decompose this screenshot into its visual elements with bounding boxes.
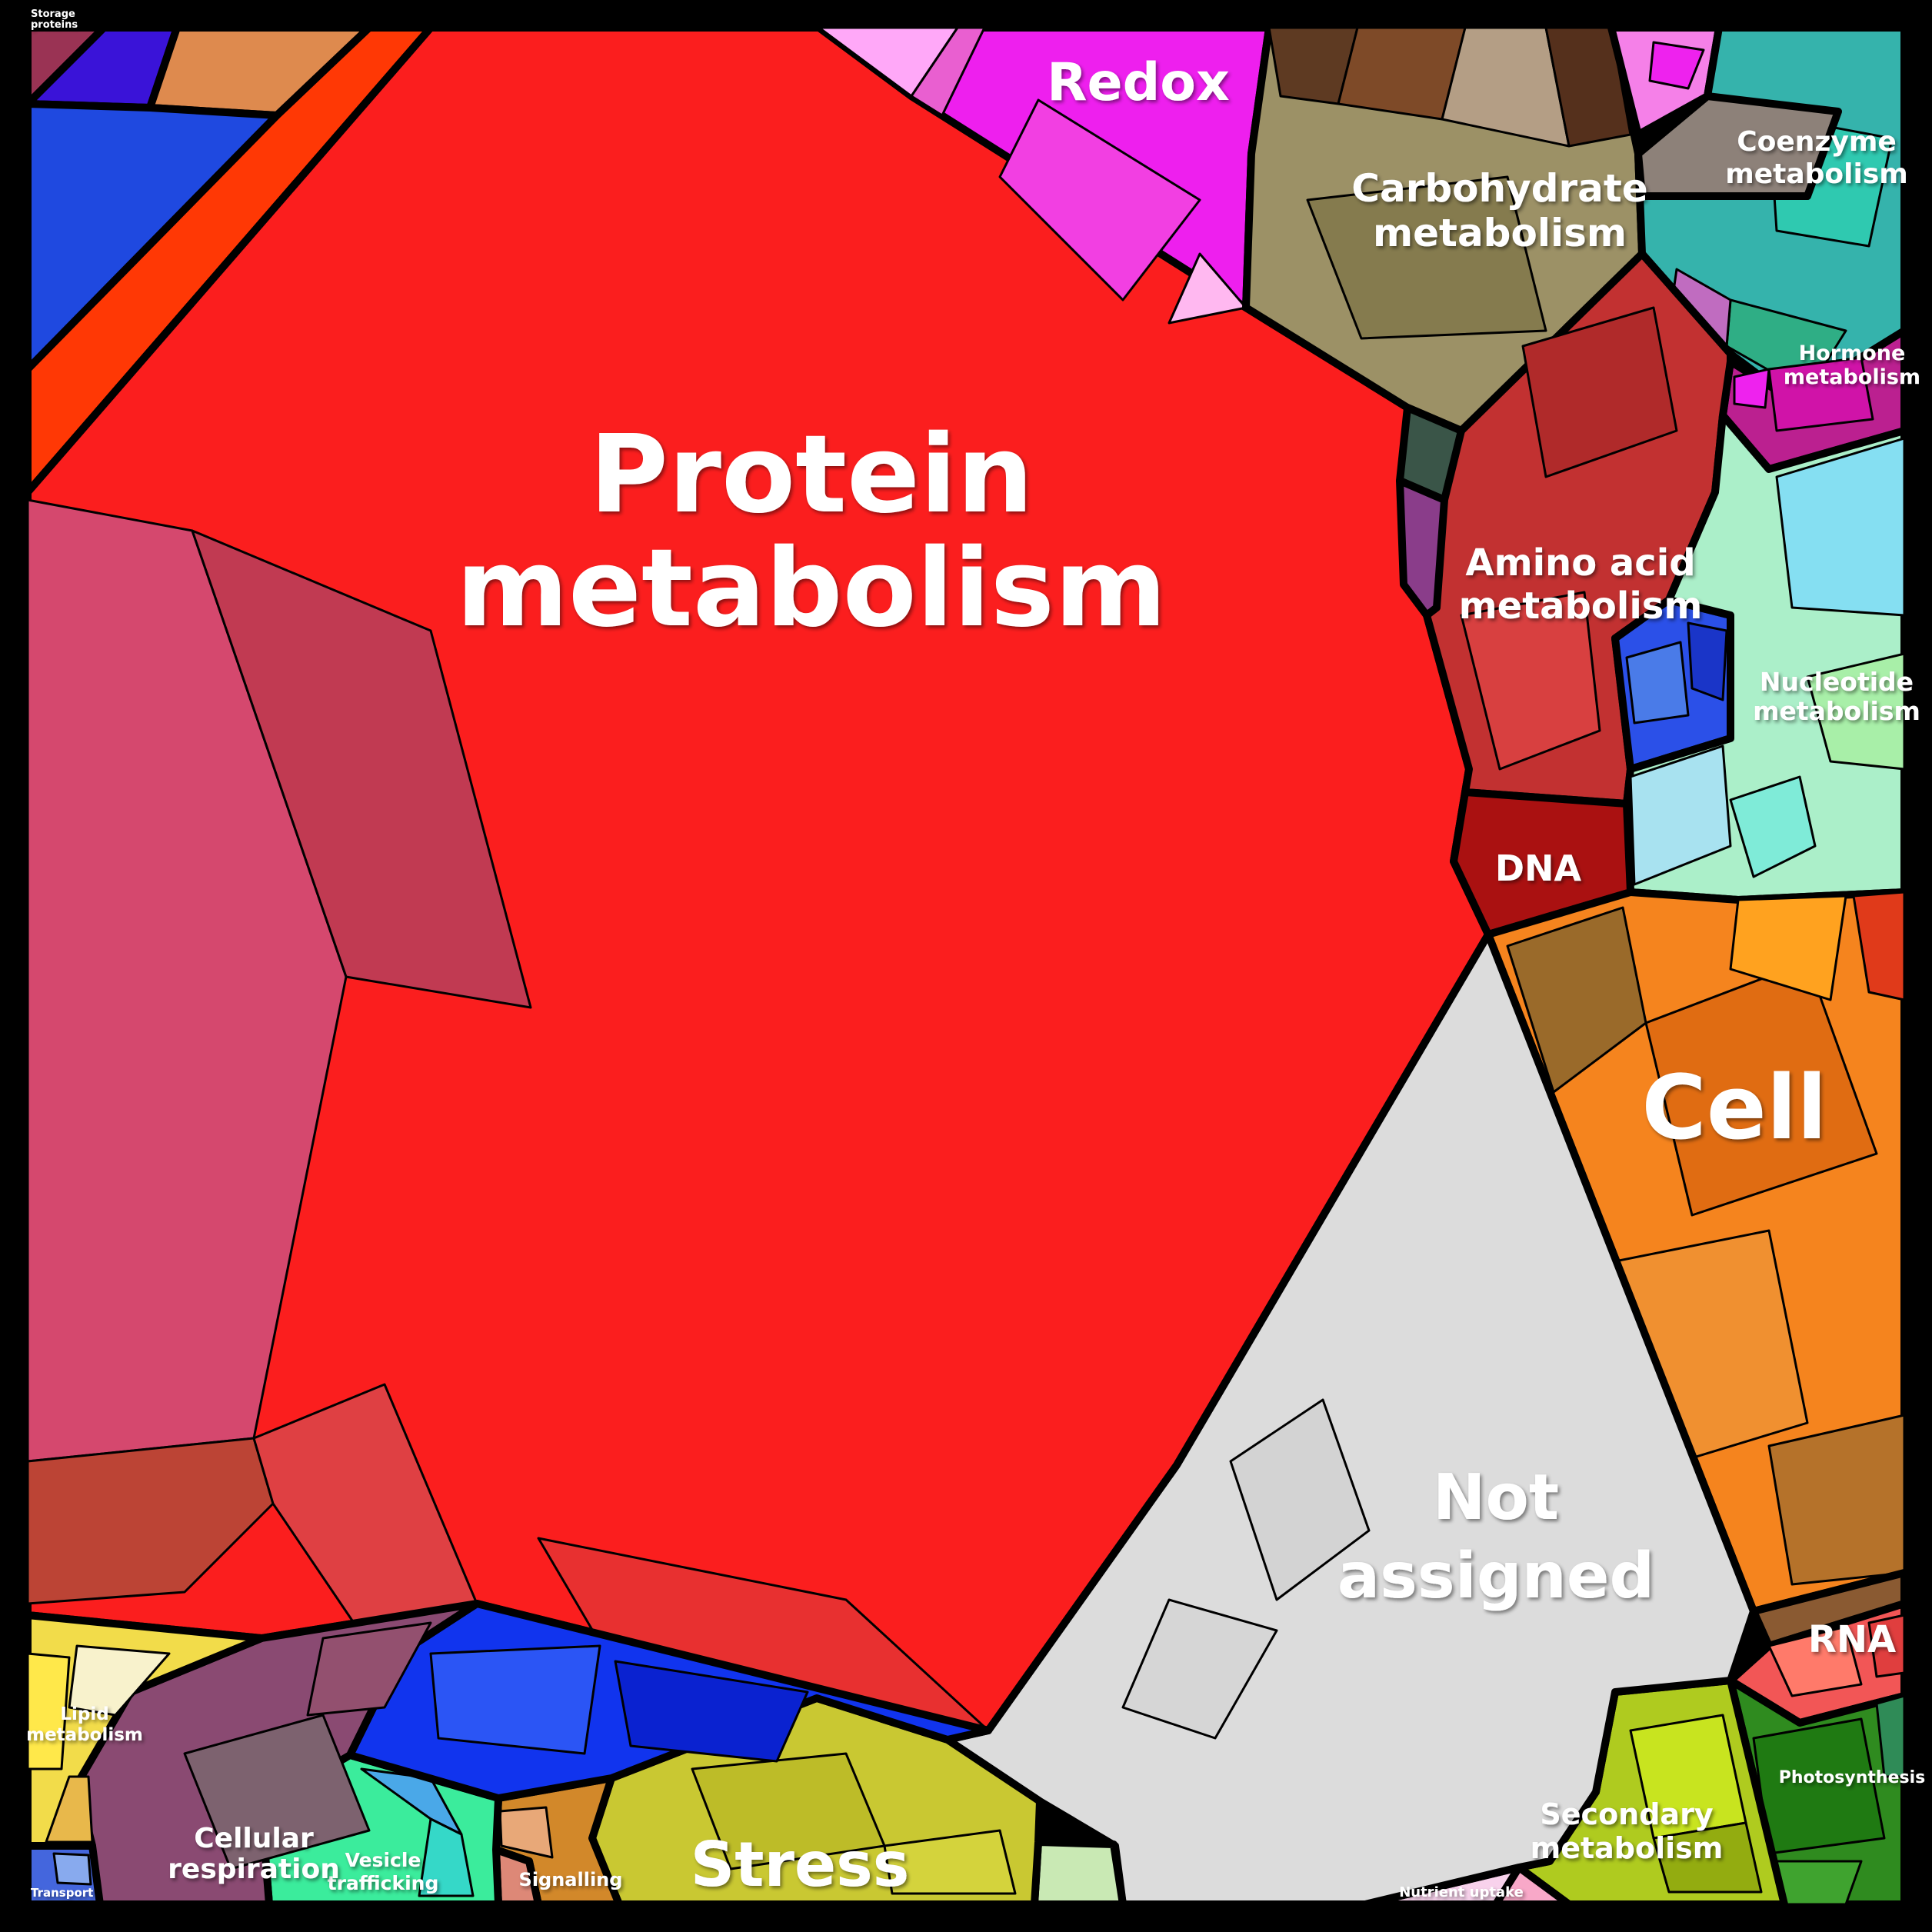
region-label-transport: Transport [31,1886,93,1900]
region-label-signalling: Signalling [519,1869,623,1890]
region-label-photosynthesis: Photosynthesis [1779,1768,1925,1787]
region-label-lipid-metabolism: Lipid metabolism [26,1704,143,1745]
region-cell-protein-metabolism[interactable] [26,498,348,1463]
region-label-cellular-respiration: Cellular respiration [168,1823,340,1885]
region-cell-hormone-metabolism[interactable] [1767,356,1874,432]
region-label-rna: RNA [1808,1618,1896,1661]
region-cell-redox[interactable] [998,98,1201,301]
region-label-stress: Stress [691,1829,910,1900]
region-label-hormone-metabolism: Hormone metabolism [1784,341,1920,389]
labels-layer: Storage proteins Redox Carbohydrate metaboli… [26,8,1925,1900]
region-cell-carbohydrate-metabolism[interactable] [1544,26,1632,148]
region-cell-lipid-metabolism[interactable] [26,1652,71,1770]
region-cell-nucleotide-metabolism[interactable] [1629,744,1732,886]
region-label-nucleotide-metabolism: Nucleotide metabolism [1753,667,1920,726]
region-cell-cellular-respiration[interactable] [183,1714,371,1870]
region-label-amino-acid-metabolism: Amino acid metabolism [1459,541,1703,628]
region-cell-nucleotide-metabolism[interactable] [1729,775,1817,878]
region-label-nutrient-uptake: Nutrient uptake [1399,1884,1524,1900]
region-cell-cell[interactable] [1729,894,1847,1001]
region-cell-photosynthesis[interactable] [1875,1694,1906,1778]
region-cell-cell[interactable] [1767,1414,1906,1586]
region-label-vesicle-trafficking: Vesicle trafficking [328,1849,439,1894]
region-label-not-assigned: Not assigned [1337,1461,1654,1613]
region-cell-stress[interactable] [883,1829,1017,1895]
region-label-coenzyme-metabolism: Coenzyme metabolism [1725,126,1908,190]
region-cell-protein-metabolism[interactable] [26,1437,275,1605]
region-label-dna: DNA [1495,848,1582,889]
region-cell-cell[interactable] [1644,960,1878,1217]
region-cell-rna[interactable] [1767,1625,1863,1697]
region-cell-nucleotide-metabolism[interactable] [1775,437,1906,617]
region-cell-misc-small[interactable] [1687,621,1728,701]
region-cell-misc-small[interactable] [1396,477,1448,619]
region-cell-vesicle-trafficking[interactable] [418,1817,475,1897]
region-cell-lipid-metabolism[interactable] [68,1644,171,1717]
region-cell-protein-metabolism[interactable] [191,529,532,1009]
region-cell-amino-acid-metabolism[interactable] [1460,591,1601,771]
region-cell-misc-top-right[interactable] [1634,92,1842,200]
region-cell-redox[interactable] [910,26,986,117]
region-cell-misc-blue-bottom[interactable] [614,1660,809,1763]
region-label-carbohydrate-metabolism: Carbohydrate metabolism [1351,166,1647,255]
region-cell-misc-top-right[interactable] [1648,41,1705,90]
region-label-cell: Cell [1641,1057,1827,1160]
region-cell-redox[interactable] [1168,252,1247,325]
region-label-redox: Redox [1047,52,1230,113]
region-cell-cell[interactable] [1852,891,1906,1001]
region-label-secondary-metabolism: Secondary metabolism [1531,1797,1724,1865]
region-cell-hormone-metabolism[interactable] [1733,368,1770,409]
region-cell-secondary-metabolism[interactable] [1652,1821,1763,1894]
region-cell-transport[interactable] [52,1852,92,1886]
region-cell-misc-small[interactable] [1031,1838,1127,1908]
region-cell-cellular-respiration[interactable] [306,1621,432,1717]
region-cell-misc-blue-bottom[interactable] [429,1644,601,1755]
region-cell-rna[interactable] [1867,1614,1906,1678]
region-label-protein-metabolism: Protein metabolism [456,412,1167,651]
region-label-storage-proteins: Storage proteins [31,8,78,31]
region-cell-carbohydrate-metabolism[interactable] [1306,175,1547,340]
region-cell-amino-acid-metabolism[interactable] [1521,306,1678,478]
region-cell-signalling[interactable] [498,1806,554,1859]
region-cell-not-assigned[interactable] [1229,1398,1371,1601]
region-cell-nucleotide-metabolism[interactable] [1806,652,1906,771]
region-cell-nutrient-uptake[interactable] [1492,1864,1573,1908]
region-cell-not-assigned[interactable] [1121,1598,1278,1740]
region-cell-misc-small[interactable] [1625,641,1690,724]
cells-layer [24,24,1908,1908]
